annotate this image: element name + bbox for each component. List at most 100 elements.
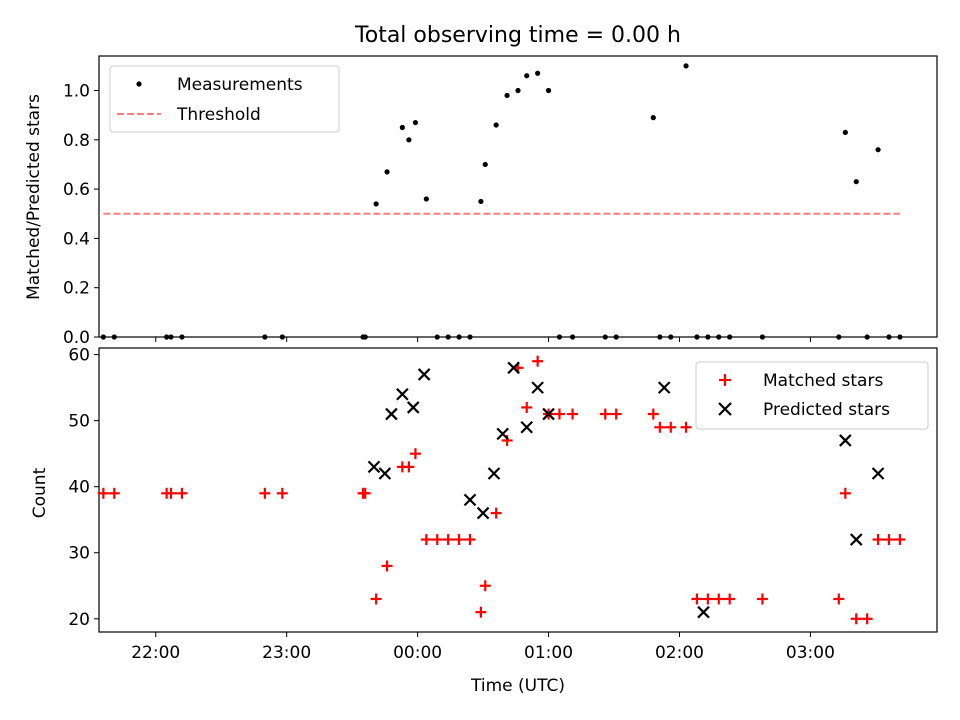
matched-star-point (442, 534, 454, 546)
count-x-tick-label: 01:00 (524, 643, 573, 663)
ratio-ylabel: Matched/Predicted stars (24, 94, 44, 300)
predicted-star-point (520, 420, 534, 434)
measurement-point (524, 73, 530, 79)
matched-star-point (259, 487, 271, 499)
matched-star-point (431, 534, 443, 546)
predicted-star-point (871, 467, 885, 480)
measurement-point (445, 334, 451, 340)
measurement-point (886, 334, 892, 340)
measurement-point (683, 63, 689, 69)
measurement-point (836, 334, 842, 340)
count-legend-box (695, 361, 929, 430)
matched-star-point (453, 534, 465, 546)
matched-star-point (702, 593, 714, 605)
matched-star-point (713, 593, 725, 605)
predicted-star-point (378, 467, 392, 480)
measurement-point (164, 334, 170, 340)
predicted-star-point (507, 361, 520, 375)
count-x-tick-label: 02:00 (655, 643, 704, 663)
predicted-star-point (496, 427, 510, 441)
measurement-point (569, 334, 576, 340)
measurement-point (875, 147, 881, 153)
count-plot-frame (98, 347, 938, 633)
matched-star-point (567, 408, 579, 420)
matched-star-point (409, 448, 421, 460)
predicted-star-point (396, 387, 409, 401)
count-y-tick-label: 20 (68, 610, 90, 630)
matched-star-point (861, 613, 873, 625)
matched-star-point (691, 593, 703, 605)
figure-title: Total observing time = 0.00 h (354, 23, 681, 48)
legend-threshold-label: Threshold (176, 105, 261, 125)
count-y-tick-label: 60 (68, 346, 90, 366)
legend-matched-marker (719, 374, 731, 386)
matched-star-point (370, 593, 382, 605)
matched-star-point (850, 613, 862, 625)
measurement-points (100, 63, 903, 340)
predicted-star-point (487, 467, 501, 480)
count-panel: Count Time (UTC) 20 30 40 50 60 22:00 23:00 00… (30, 346, 938, 696)
predicted-star-point (385, 407, 398, 421)
measurement-point (406, 137, 412, 143)
matched-star-point (833, 593, 845, 605)
matched-star-point (756, 593, 768, 605)
matched-star-point (665, 421, 677, 433)
measurement-point (504, 92, 510, 99)
predicted-star-point (367, 460, 381, 474)
count-x-ticks: 22:00 23:00 00:00 01:00 02:00 03:00 (131, 632, 835, 663)
matched-star-point (359, 487, 371, 499)
legend-measurements-label: Measurements (177, 75, 303, 95)
ratio-y-ticks: 0.0 0.2 0.4 0.6 0.8 1.0 (63, 82, 99, 348)
matched-star-point (381, 560, 393, 572)
legend-matched-label: Matched stars (763, 371, 883, 391)
count-xlabel: Time (UTC) (470, 676, 565, 696)
count-y-ticks: 20 30 40 50 60 (68, 346, 99, 630)
measurement-point (842, 129, 848, 136)
predicted-star-point (531, 381, 544, 394)
measurement-point (705, 334, 711, 340)
measurement-point (456, 334, 462, 340)
measurement-point (412, 119, 419, 126)
measurement-point (864, 334, 870, 340)
predicted-star-point (406, 401, 420, 414)
predicted-star-point (839, 434, 852, 447)
ratio-y-tick-label: 0.6 (63, 180, 90, 200)
matched-star-point (475, 606, 487, 618)
matched-star-point (276, 487, 288, 499)
matched-star-point (165, 487, 177, 499)
ratio-y-tick-label: 1.0 (63, 82, 90, 102)
measurement-point (545, 87, 552, 94)
measurement-point (657, 334, 663, 340)
measurement-point (399, 124, 405, 131)
predicted-star-point (657, 381, 671, 394)
matched-star-point (724, 593, 736, 605)
predicted-star-point (542, 407, 555, 421)
ratio-y-tick-label: 0.0 (63, 328, 90, 348)
matched-star-point (872, 534, 884, 546)
matched-star-point (479, 580, 491, 592)
measurement-point (100, 334, 106, 340)
count-x-tick-label: 00:00 (393, 643, 442, 663)
count-x-tick-label: 03:00 (786, 643, 835, 663)
predicted-star-point (476, 506, 490, 520)
count-y-tick-label: 30 (68, 544, 90, 564)
legend-measurements-marker (136, 81, 142, 87)
ratio-y-tick-label: 0.2 (63, 279, 90, 299)
ratio-panel: Matched/Predicted stars 0.0 0.2 0.4 0.6 0.8 1… (24, 55, 938, 348)
measurement-point (493, 122, 499, 128)
count-ylabel: Count (30, 467, 50, 518)
matched-star-point (894, 534, 906, 546)
matched-star-point (403, 461, 415, 473)
ratio-legend: Measurements Threshold (109, 65, 340, 133)
matched-star-point (610, 408, 622, 420)
matched-star-point (654, 421, 666, 433)
measurement-point (556, 334, 563, 340)
matched-star-point (532, 355, 544, 367)
matched-star-point (176, 487, 188, 499)
predicted-stars-points (367, 361, 885, 619)
measurement-point (650, 115, 656, 121)
measurement-point (434, 334, 440, 340)
measurement-point (535, 70, 541, 76)
count-legend: Matched stars Predicted stars (695, 361, 929, 430)
measurement-point (467, 334, 473, 340)
